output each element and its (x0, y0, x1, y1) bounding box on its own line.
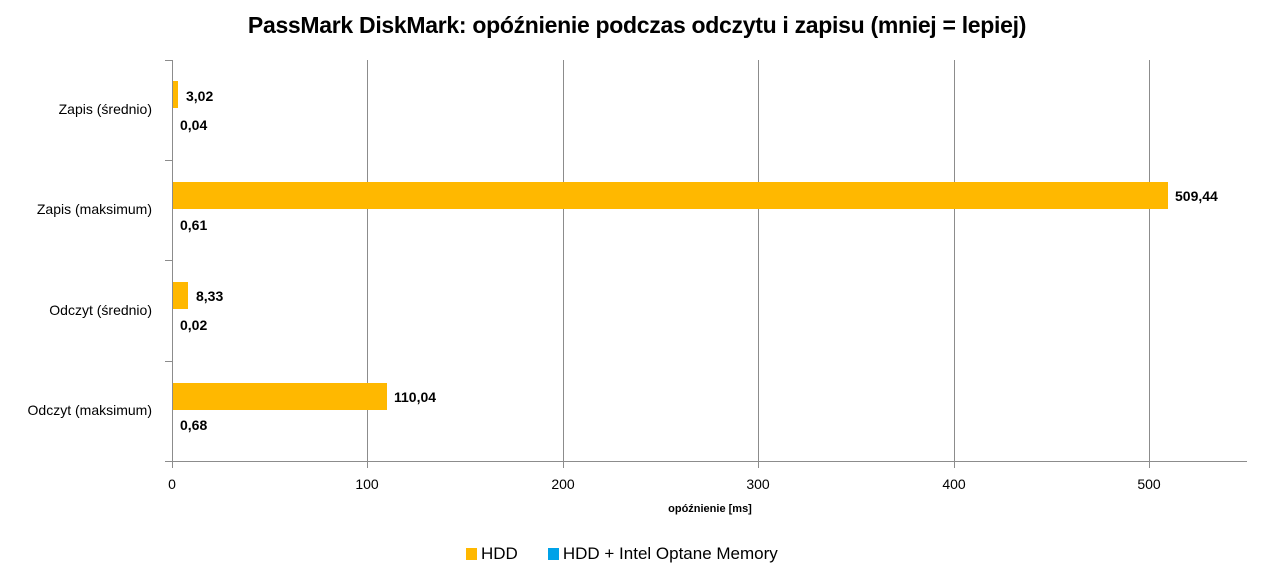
gridline (1149, 60, 1150, 461)
legend-item-optane: HDD + Intel Optane Memory (547, 544, 778, 564)
x-tick-label: 300 (746, 476, 770, 492)
y-axis (172, 60, 173, 468)
legend-swatch-icon (466, 548, 477, 560)
value-label-optane: 0,61 (180, 217, 208, 233)
x-tick-label: 200 (551, 476, 575, 492)
x-axis-title: opóźnienie [ms] (668, 503, 752, 515)
x-tick (172, 461, 173, 468)
category-label: Odczyt (średnio) (49, 302, 152, 318)
x-axis (165, 461, 1247, 462)
gridline (367, 60, 368, 461)
x-tick-label: 100 (355, 476, 379, 492)
gridline (954, 60, 955, 461)
y-tick (165, 160, 172, 161)
plot-area (172, 60, 1247, 461)
legend-item-hdd: HDD (466, 544, 518, 564)
y-tick (165, 60, 172, 61)
x-tick-label: 0 (168, 476, 176, 492)
value-label-optane: 0,02 (180, 317, 208, 333)
bar-hdd (173, 81, 178, 108)
bar-hdd (173, 383, 387, 410)
bar-hdd (173, 282, 188, 309)
category-label: Zapis (średnio) (58, 101, 152, 117)
category-label: Zapis (maksimum) (36, 201, 152, 217)
legend-label: HDD (481, 544, 518, 563)
gridline (758, 60, 759, 461)
x-tick (1149, 461, 1150, 468)
x-tick-label: 500 (1137, 476, 1161, 492)
legend-swatch-icon (547, 548, 559, 560)
value-label-hdd: 3,02 (186, 88, 214, 104)
value-label-optane: 0,04 (180, 117, 208, 133)
legend: HDD HDD + Intel Optane Memory (466, 544, 808, 564)
value-label-hdd: 110,04 (394, 389, 437, 405)
x-tick (367, 461, 368, 468)
value-label-hdd: 8,33 (196, 288, 224, 304)
y-tick (165, 260, 172, 261)
legend-label: HDD + Intel Optane Memory (562, 544, 778, 563)
x-tick-label: 400 (942, 476, 966, 492)
chart-title: PassMark DiskMark: opóźnienie podczas od… (247, 12, 1027, 38)
gridline (563, 60, 564, 461)
x-tick (563, 461, 564, 468)
y-tick (165, 361, 172, 362)
x-tick (954, 461, 955, 468)
value-label-hdd: 509,44 (1175, 188, 1218, 204)
category-label: Odczyt (maksimum) (27, 402, 152, 418)
bar-hdd (173, 182, 1168, 209)
value-label-optane: 0,68 (180, 417, 208, 433)
x-tick (758, 461, 759, 468)
